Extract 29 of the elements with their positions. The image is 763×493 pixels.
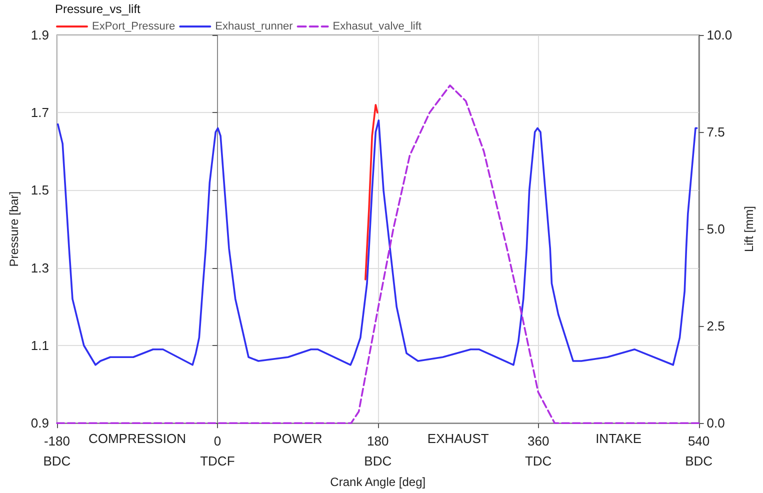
x-tick-label: -180 BDC (43, 434, 71, 469)
text: COMPRESSION (88, 431, 186, 446)
x-axis-title: Crank Angle [deg] (330, 475, 426, 489)
y-axis-title: Pressure [bar] (7, 191, 21, 267)
chart-title: Pressure_vs_lift (55, 2, 142, 16)
legend-label: ExPort_Pressure (92, 20, 176, 32)
y2-tick-label: 0.0 (706, 416, 725, 431)
y2-tick-label: 7.5 (706, 124, 725, 140)
legend-label: Exhaust_runner (215, 20, 294, 32)
y-tick-label: 1.5 (30, 182, 49, 198)
y-tick-label: 1.3 (30, 260, 49, 276)
y-tick-label: 0.9 (30, 416, 49, 431)
x-tick-label: 540 BDC (685, 434, 713, 469)
x-tick-label: 360 TDC (524, 434, 552, 469)
y-tick-label: 1.9 (30, 28, 49, 42)
x-tick-label: 180 BDC (364, 434, 392, 469)
legend-label: Exhasut_valve_lift (332, 20, 422, 32)
line-series (56, 119, 698, 366)
y-tick-label: 1.1 (30, 338, 49, 353)
x-tick-label: 0 TDCF (200, 434, 235, 469)
text: POWER (273, 431, 322, 446)
text: INTAKE (596, 431, 642, 446)
y2-tick-label: 2.5 (706, 318, 725, 334)
y2-tick-label: 5.0 (706, 222, 725, 237)
line-series (364, 104, 378, 280)
y2-axis-title: Lift [mm] (742, 206, 756, 252)
y2-tick-label: 10.0 (706, 28, 732, 42)
text: EXHAUST (427, 431, 489, 446)
y-tick-label: 1.7 (30, 105, 49, 120)
